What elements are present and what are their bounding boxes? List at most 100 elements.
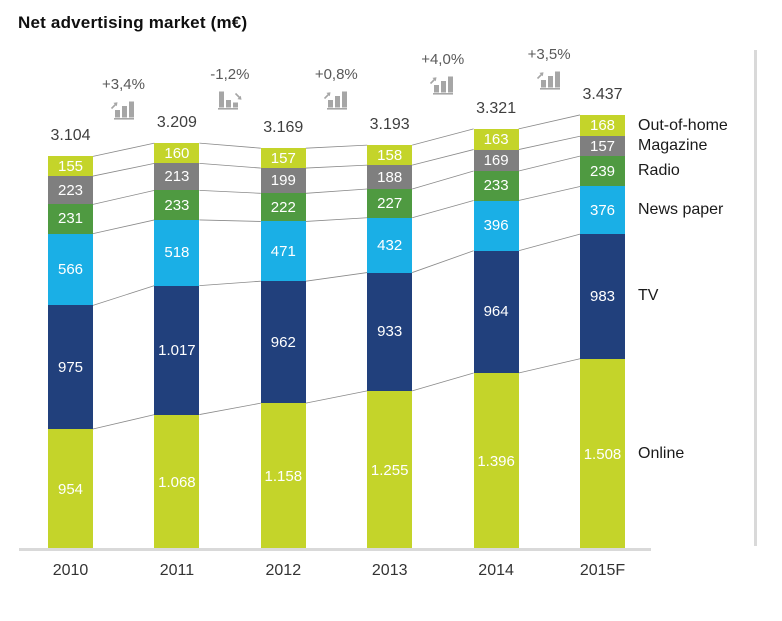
bar-2014-tv: 964	[473, 250, 519, 373]
bar-2014-magazine: 169	[473, 149, 519, 171]
total-label-2010: 3.104	[50, 127, 91, 145]
value-label: 1.255	[370, 461, 409, 479]
growth-up-icon	[430, 76, 454, 95]
value-label: 227	[377, 194, 403, 212]
value-label: 1.396	[477, 452, 515, 470]
value-label: 962	[270, 333, 296, 351]
x-tick-2012: 2012	[265, 562, 302, 579]
x-tick-2014: 2014	[478, 562, 514, 579]
bar-2015f-news-paper: 376	[580, 186, 625, 235]
value-label: 158	[377, 146, 403, 164]
bar-2010-out-of-home: 155	[48, 156, 93, 177]
bar-2015f-radio: 239	[580, 156, 625, 187]
bar-2013-radio: 227	[367, 189, 413, 218]
value-label: 471	[270, 242, 296, 260]
total-label-2015f: 3.437	[582, 85, 623, 103]
growth-up-icon	[323, 91, 347, 110]
legend-news-paper: News paper	[638, 201, 724, 219]
bar-2013-out-of-home: 158	[367, 145, 413, 166]
total-label-2013: 3.193	[369, 116, 410, 134]
value-label: 1.017	[158, 341, 196, 359]
growth-up-icon	[110, 101, 134, 120]
x-axis-line	[19, 548, 651, 551]
bar-2013-tv: 933	[367, 272, 413, 391]
bar-2011-magazine: 213	[154, 163, 200, 191]
value-label: 376	[589, 201, 616, 219]
growth-icon-3	[429, 74, 456, 95]
growth-label-1: -1,2%	[210, 66, 250, 83]
total-label-2011: 3.209	[156, 114, 197, 132]
value-label: 566	[57, 261, 84, 278]
bar-2011-news-paper: 518	[154, 219, 200, 286]
value-label: 222	[270, 198, 296, 216]
legend-tv: TV	[638, 287, 659, 305]
bar-2011-tv: 1.017	[154, 285, 200, 415]
growth-label-3: +4,0%	[421, 51, 465, 68]
value-label: 983	[589, 287, 616, 305]
bar-2015f-magazine: 157	[580, 136, 625, 157]
x-tick-2010: 2010	[52, 562, 89, 579]
bar-2014-radio: 233	[473, 170, 519, 201]
value-label: 432	[377, 236, 403, 254]
value-label: 155	[57, 157, 84, 175]
value-label: 954	[57, 481, 84, 498]
value-label: 964	[483, 303, 509, 321]
x-tick-2015f: 2015F	[579, 562, 626, 579]
chart-title: Net advertising market (m€)	[18, 13, 248, 32]
bar-2014-online: 1.396	[473, 372, 519, 550]
growth-label-4: +3,5%	[527, 46, 571, 63]
bar-2012-radio: 222	[260, 193, 306, 222]
scrollbar[interactable]	[754, 50, 757, 546]
growth-icon-4	[536, 69, 563, 90]
bar-2012-tv: 962	[260, 281, 306, 404]
growth-down-icon	[218, 91, 242, 110]
value-label: 396	[483, 217, 509, 235]
bar-2010-news-paper: 566	[48, 233, 93, 306]
growth-icon-0	[110, 99, 137, 120]
value-label: 233	[483, 177, 509, 195]
value-label: 1.158	[264, 468, 303, 486]
legend-magazine: Magazine	[638, 137, 708, 155]
bar-2010-magazine: 223	[48, 176, 93, 205]
value-label: 239	[589, 162, 616, 180]
bar-2013-online: 1.255	[367, 390, 413, 550]
value-label: 168	[589, 117, 616, 135]
value-label: 169	[483, 151, 509, 169]
bar-2014-news-paper: 396	[473, 200, 519, 251]
value-label: 157	[589, 137, 616, 155]
bar-2011-out-of-home: 160	[154, 143, 200, 164]
value-label: 518	[164, 244, 190, 262]
value-label: 157	[270, 149, 296, 167]
bar-2012-out-of-home: 157	[260, 148, 306, 169]
growth-label-0: +3,4%	[102, 76, 145, 93]
value-label: 163	[483, 130, 509, 148]
bar-2012-news-paper: 471	[260, 221, 306, 282]
value-label: 188	[377, 168, 403, 186]
growth-label-2: +0,8%	[314, 66, 358, 83]
legend-out-of-home: Out-of-home	[638, 116, 728, 134]
bar-2011-online: 1.068	[154, 414, 200, 550]
growth-icon-1	[216, 89, 243, 110]
bar-2013-magazine: 188	[367, 165, 413, 189]
x-tick-2011: 2011	[159, 562, 195, 579]
legend-radio: Radio	[638, 162, 680, 180]
x-tick-2013: 2013	[371, 562, 408, 579]
bar-2010-online: 954	[48, 429, 93, 550]
total-label-2012: 3.169	[263, 119, 304, 137]
value-label: 160	[164, 144, 190, 162]
value-label: 213	[164, 168, 190, 186]
growth-icon-2	[323, 89, 350, 110]
bar-2015f-online: 1.508	[580, 358, 625, 550]
bar-2013-news-paper: 432	[367, 217, 413, 273]
value-label: 233	[164, 196, 190, 214]
value-label: 199	[270, 172, 296, 190]
bar-2010-radio: 231	[48, 204, 93, 234]
bar-2012-magazine: 199	[260, 168, 306, 194]
value-label: 223	[57, 181, 84, 199]
value-label: 1.508	[583, 445, 622, 463]
value-label: 975	[57, 358, 84, 376]
bar-2011-radio: 233	[154, 190, 200, 220]
